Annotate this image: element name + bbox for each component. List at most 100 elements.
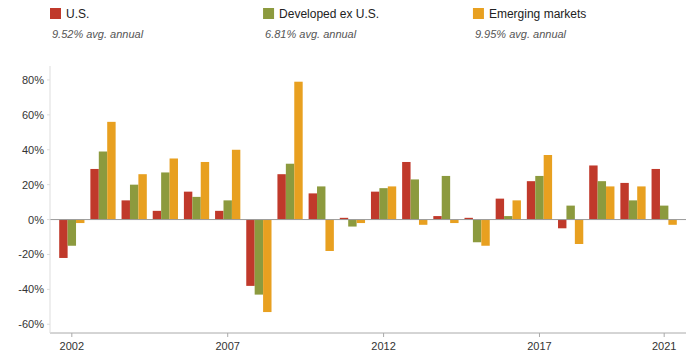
legend-swatch [473,8,484,19]
bar [606,186,614,219]
bar [294,82,302,220]
bar [411,179,419,219]
y-tick-label: 20% [22,179,44,191]
y-tick-label: 60% [22,109,44,121]
y-tick-label: 80% [22,74,44,86]
x-tick-label: 2021 [652,340,676,352]
bar [668,220,676,225]
y-tick-label: -60% [18,318,44,330]
bar [255,220,263,295]
bar [263,220,271,312]
y-tick [47,219,50,220]
bar [99,152,107,220]
bar [246,220,254,286]
y-tick [47,324,50,325]
bar [348,220,356,227]
zero-line [50,219,686,220]
series [76,82,677,312]
bar [473,220,481,243]
bar [652,169,660,220]
chart: 20022007201220172021-60%-40%-20%0%20%40%… [0,0,700,363]
annotation: 9.52% avg. annual [52,28,144,40]
y-tick [47,114,50,115]
bar [496,199,504,220]
x-axis-line [50,333,686,334]
bar [59,220,67,258]
legend-swatch [263,8,274,19]
series [68,152,669,295]
bar [589,165,597,219]
bar [90,169,98,220]
bar [357,220,365,223]
bar [620,183,628,220]
bar [122,200,130,219]
y-tick [47,184,50,185]
y-tick [47,254,50,255]
series [59,162,660,286]
bar [419,220,427,225]
bar [442,176,450,220]
x-tick-label: 2017 [527,340,551,352]
bar [371,192,379,220]
legend-swatch [50,8,61,19]
y-tick [47,289,50,290]
x-tick [71,333,72,337]
bar [433,216,441,219]
y-tick-label: -40% [18,283,44,295]
y-tick-label: 40% [22,144,44,156]
x-axis: 20022007201220172021 [60,333,677,352]
bar [575,220,583,244]
bar [660,206,668,220]
y-tick [47,79,50,80]
y-tick-label: 0% [28,214,44,226]
bar [558,220,566,229]
y-tick [47,149,50,150]
bar [598,181,606,219]
bar [481,220,489,246]
bar [153,211,161,220]
y-axis-line [50,66,51,333]
bar [504,216,512,219]
legend: U.S. 9.52% avg. annual Developed ex U.S. 6.… [50,7,586,40]
x-tick-label: 2012 [371,340,395,352]
bar [68,220,76,246]
bar [286,164,294,220]
bar [566,206,574,220]
x-tick-label: 2002 [60,340,84,352]
bar [184,192,192,220]
bar [201,162,209,220]
bar [544,155,552,220]
bar [76,220,84,223]
legend-label: Developed ex U.S. [279,7,379,21]
bar [535,176,543,220]
x-tick [383,333,384,337]
bar [223,200,231,219]
bars [59,82,677,312]
y-tick-label: -20% [18,248,44,260]
bar [629,200,637,219]
bar [309,193,317,219]
x-tick [227,333,228,337]
bar [450,220,458,223]
bar [637,186,645,219]
x-tick [539,333,540,337]
bar [215,211,223,220]
bar [379,188,387,219]
chart-container: 20022007201220172021-60%-40%-20%0%20%40%… [0,0,700,363]
bar [161,172,169,219]
annotation: 6.81% avg. annual [265,28,357,40]
bar [325,220,333,251]
bar [130,185,138,220]
bar [138,174,146,219]
bar [277,174,285,219]
bar [317,186,325,219]
bar [527,181,535,219]
legend-label: U.S. [66,7,89,21]
annotation: 9.95% avg. annual [475,28,567,40]
bar [513,200,521,219]
bar [232,150,240,220]
bar [192,197,200,220]
bar [170,158,178,219]
x-tick [664,333,665,337]
legend-label: Emerging markets [489,7,586,21]
